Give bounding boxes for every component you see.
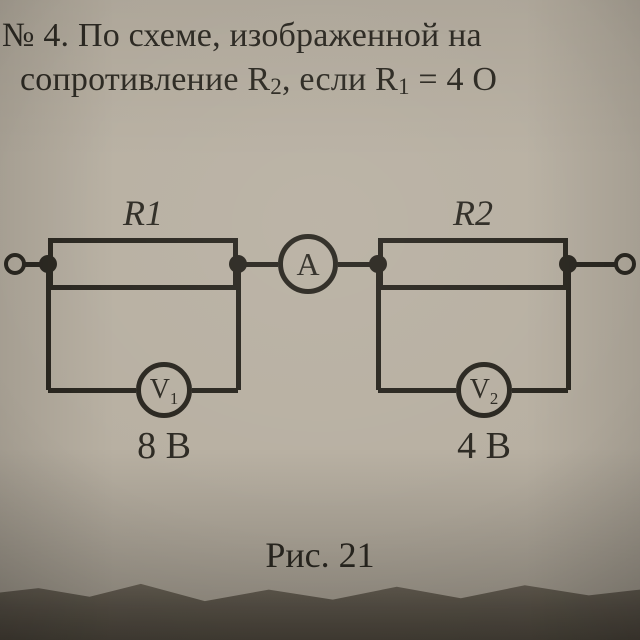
wire-v1-right-down xyxy=(236,264,241,390)
voltmeter-v1: V1 xyxy=(136,362,192,418)
voltmeter-v1-label: V1 xyxy=(150,374,179,406)
voltmeter-v2: V2 xyxy=(456,362,512,418)
circuit-diagram: A V1 V2 R1 R2 8 В 4 В xyxy=(0,168,640,528)
resistor-r1 xyxy=(48,238,238,290)
wire-v2-right-h xyxy=(512,388,568,393)
figure-caption: Рис. 21 xyxy=(0,534,640,576)
terminal-right xyxy=(614,253,636,275)
label-r1: R1 xyxy=(93,192,193,234)
reading-v1: 8 В xyxy=(104,424,224,468)
label-r2: R2 xyxy=(423,192,523,234)
wire-v2-left-down xyxy=(376,264,381,390)
wire-v1-right-h xyxy=(192,388,238,393)
text-line2-sub2: 2 xyxy=(270,74,282,100)
wire-v1-left-down xyxy=(46,264,51,390)
voltmeter-v2-label: V2 xyxy=(470,374,499,406)
wire-v2-right-down xyxy=(566,264,571,390)
ammeter: A xyxy=(278,234,338,294)
wire-v1-left-h xyxy=(48,388,136,393)
problem-text: № 4. По схеме, изображенной на сопротивл… xyxy=(0,14,640,102)
text-line2-b: , если R xyxy=(282,61,398,98)
text-line2-c: = 4 О xyxy=(410,61,497,98)
resistor-r2 xyxy=(378,238,568,290)
ammeter-label: A xyxy=(296,246,319,283)
text-line2-a: сопротивление R xyxy=(20,61,270,98)
text-line2-sub1: 1 xyxy=(398,74,410,100)
reading-v2: 4 В xyxy=(424,424,544,468)
text-line1: № 4. По схеме, изображенной на xyxy=(2,17,482,54)
wire-v2-left-h xyxy=(378,388,456,393)
